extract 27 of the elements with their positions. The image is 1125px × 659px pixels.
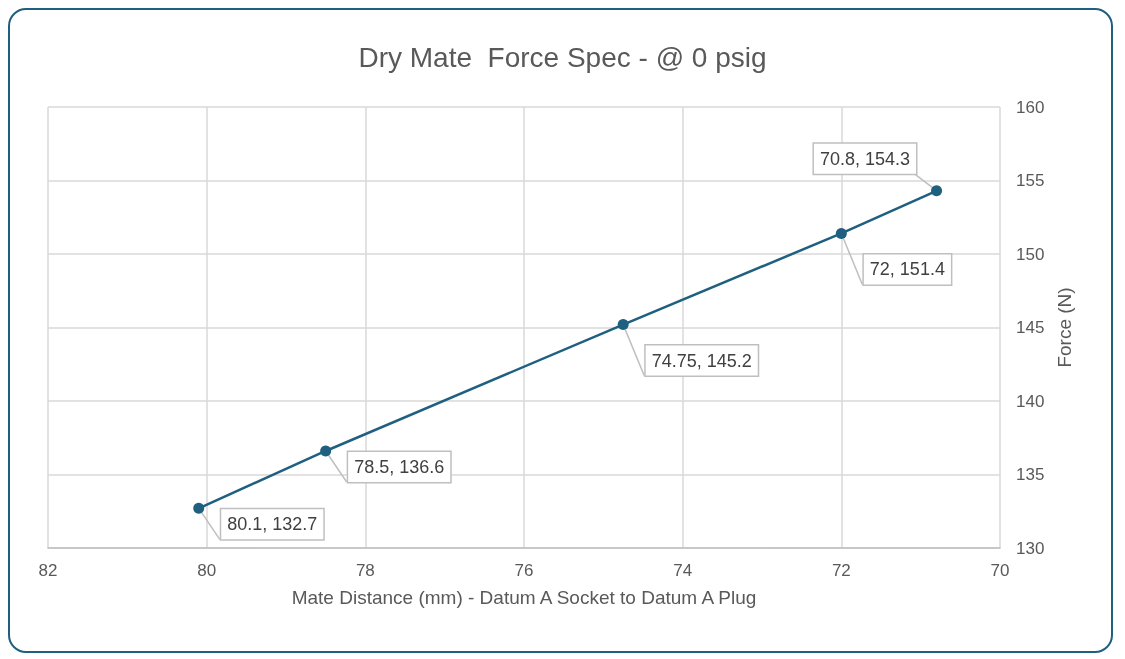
y-tick-label: 145 xyxy=(1016,318,1045,337)
x-tick-label: 70 xyxy=(990,561,1010,580)
data-label: 80.1, 132.7 xyxy=(227,514,318,535)
x-tick-label: 80 xyxy=(197,561,217,580)
y-tick-label: 135 xyxy=(1016,465,1045,484)
y-tick-label: 150 xyxy=(1016,244,1045,264)
x-tick-label: 82 xyxy=(38,561,58,580)
y-axis-title: Force (N) xyxy=(1054,287,1076,368)
x-tick-label: 72 xyxy=(831,561,851,580)
y-tick-label: 155 xyxy=(1016,171,1045,190)
y-tick-label: 140 xyxy=(1016,391,1045,411)
x-tick-label: 74 xyxy=(673,561,693,580)
data-label: 72, 151.4 xyxy=(869,259,945,280)
point xyxy=(617,319,629,331)
point xyxy=(193,502,205,514)
x-tick-label: 76 xyxy=(514,561,534,580)
x-axis-title: Mate Distance (mm) - Datum A Socket to Datum A Plug xyxy=(291,587,757,608)
data-label: 78.5, 136.6 xyxy=(354,456,445,477)
chart-title: Dry Mate Force Spec - @ 0 psig xyxy=(358,41,767,73)
point xyxy=(931,185,943,197)
y-tick-label: 130 xyxy=(1016,538,1045,558)
y-tick-label: 160 xyxy=(1016,97,1045,117)
data-label: 74.75, 145.2 xyxy=(651,350,752,371)
data-label: 70.8, 154.3 xyxy=(819,148,911,169)
point xyxy=(835,227,847,239)
x-tick-label: 78 xyxy=(355,561,375,580)
point xyxy=(320,445,332,457)
